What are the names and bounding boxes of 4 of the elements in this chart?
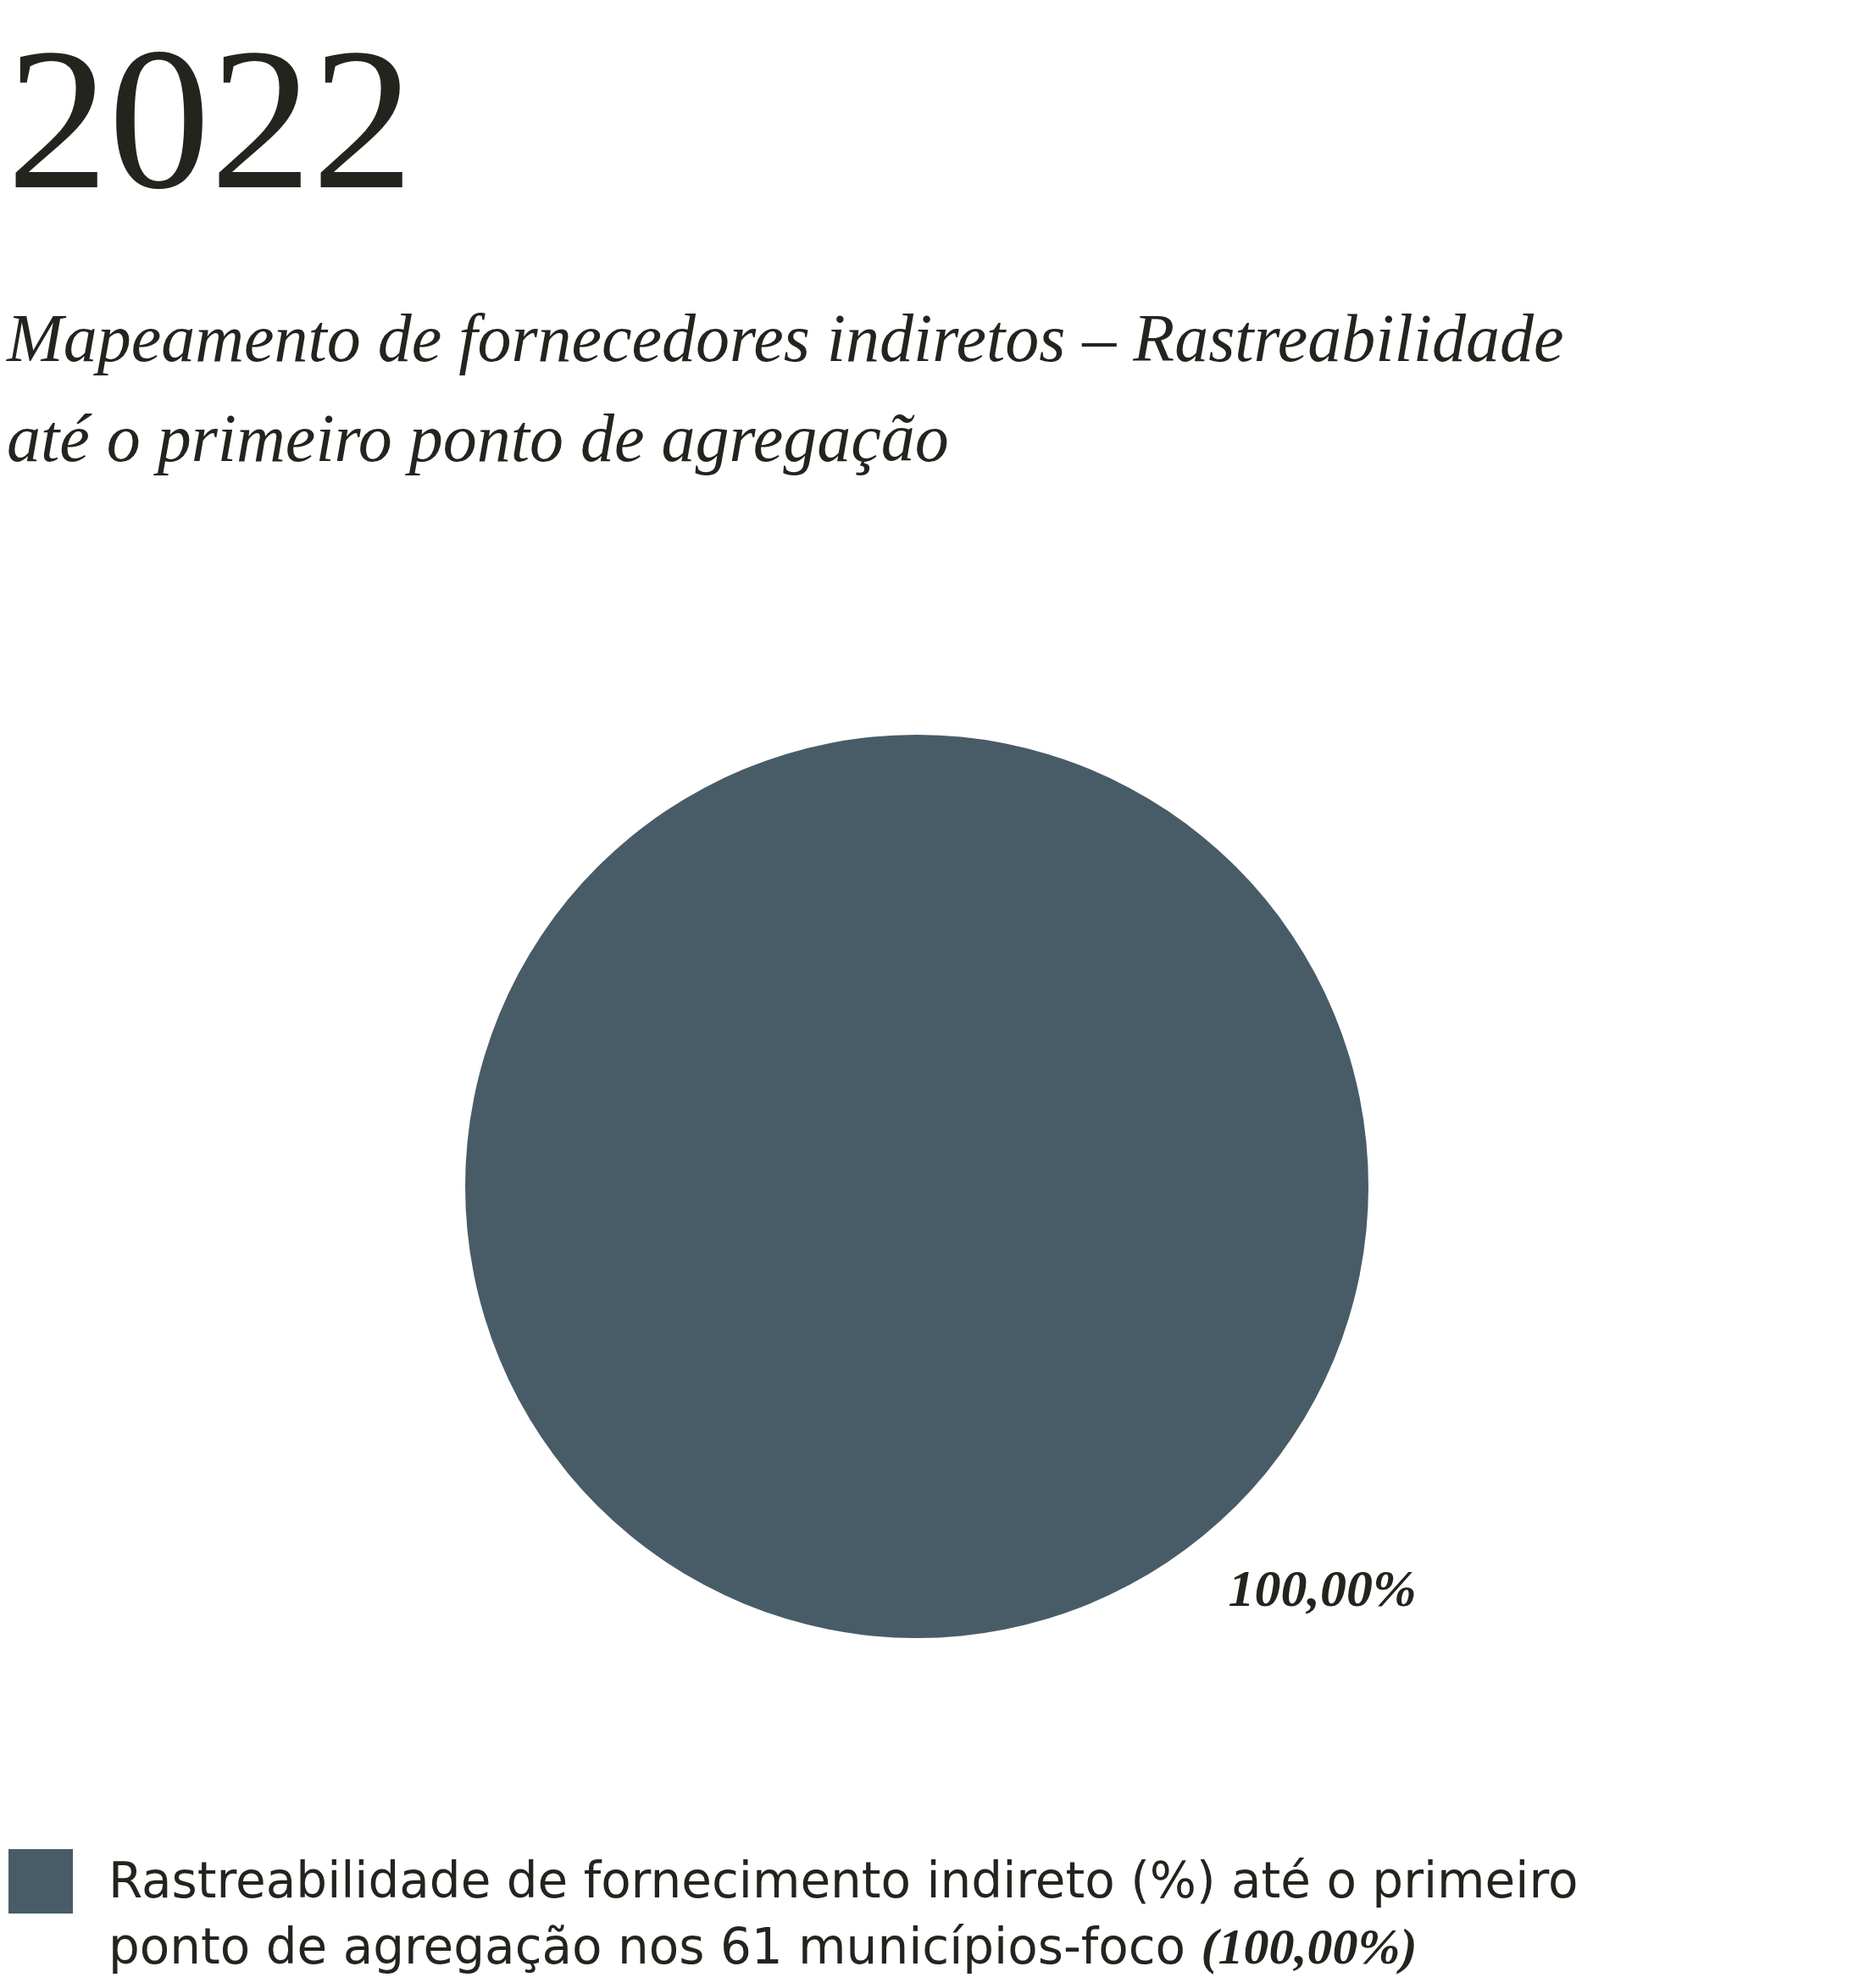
chart-subtitle: Mapeamento de fornecedores indiretos – Rastreabilidade até o primeiro ponto de agregação — [7, 300, 1565, 477]
data-label: 100,00% — [1228, 1558, 1417, 1617]
chart-title: 2022 — [7, 6, 413, 231]
legend-label: Rastreabilidade de fornecimento indireto (%) até o primeiro ponto de agregação nos 61 municípios-foco (100,00%) — [108, 1851, 1579, 1977]
